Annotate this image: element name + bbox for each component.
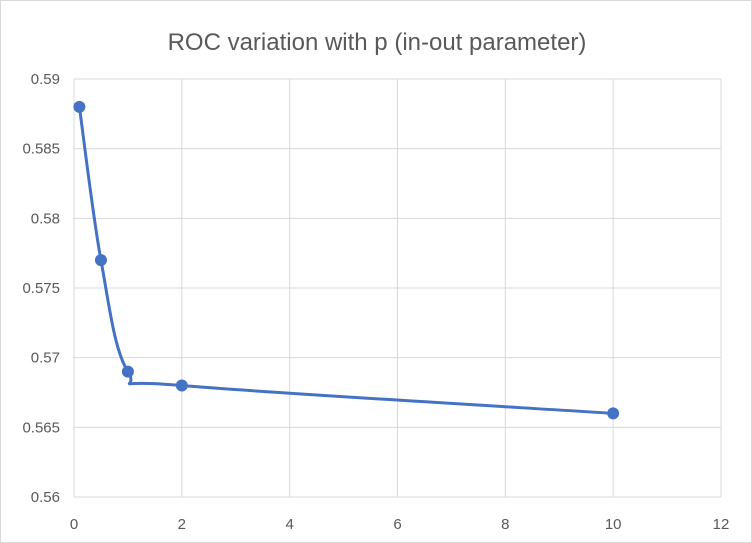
data-point bbox=[73, 100, 86, 113]
y-tick-label: 0.575 bbox=[22, 280, 60, 297]
x-tick-label: 12 bbox=[713, 516, 730, 533]
x-axis-tick-labels: 0 2 4 6 8 10 12 bbox=[70, 516, 730, 533]
x-tick-label: 6 bbox=[393, 516, 401, 533]
y-tick-label: 0.57 bbox=[31, 350, 60, 367]
gridlines bbox=[73, 78, 722, 498]
y-tick-label: 0.56 bbox=[31, 489, 60, 506]
series-group bbox=[73, 100, 620, 420]
x-tick-label: 4 bbox=[285, 516, 293, 533]
series-line bbox=[77, 105, 615, 415]
x-tick-label: 0 bbox=[70, 516, 78, 533]
data-point bbox=[121, 365, 134, 378]
y-tick-label: 0.59 bbox=[31, 71, 60, 88]
x-tick-label: 2 bbox=[178, 516, 186, 533]
data-point bbox=[175, 379, 188, 392]
y-axis-tick-labels: 0.56 0.565 0.57 0.575 0.58 0.585 0.59 bbox=[22, 71, 60, 506]
data-point bbox=[607, 407, 620, 420]
x-tick-label: 10 bbox=[605, 516, 622, 533]
x-tick-label: 8 bbox=[501, 516, 509, 533]
chart-title: ROC variation with p (in-out parameter) bbox=[168, 29, 587, 56]
y-tick-label: 0.585 bbox=[22, 141, 60, 158]
y-tick-label: 0.565 bbox=[22, 419, 60, 436]
y-tick-label: 0.58 bbox=[31, 210, 60, 227]
data-point bbox=[94, 254, 107, 267]
